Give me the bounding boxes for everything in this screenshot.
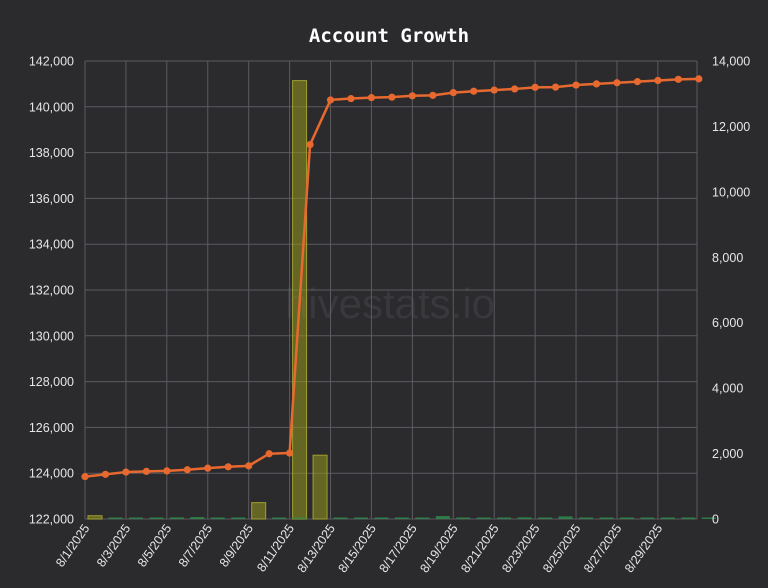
- watermark: hivestats.io: [285, 280, 495, 327]
- data-point: [674, 75, 682, 83]
- bar: [660, 517, 675, 519]
- bar: [374, 517, 389, 519]
- data-point: [81, 473, 89, 481]
- bar: [353, 517, 368, 519]
- bar: [333, 517, 348, 519]
- bar: [312, 454, 328, 520]
- data-point: [613, 79, 621, 87]
- data-point: [204, 464, 212, 472]
- y-left-tick-label: 142,000: [29, 55, 74, 69]
- y-left-tick-label: 134,000: [29, 238, 74, 252]
- bar: [394, 517, 409, 519]
- bar: [190, 517, 205, 519]
- data-point: [142, 467, 150, 475]
- data-point: [551, 83, 560, 91]
- bar: [231, 517, 246, 519]
- line-series: [81, 75, 703, 481]
- bar: [128, 517, 143, 519]
- y-left-tick-label: 138,000: [29, 146, 74, 160]
- bar: [87, 515, 103, 520]
- data-point: [592, 80, 601, 88]
- data-point: [265, 450, 273, 458]
- data-point: [490, 86, 498, 94]
- y-left-tick-label: 128,000: [29, 375, 74, 389]
- data-point: [511, 85, 519, 93]
- data-point: [347, 94, 355, 103]
- data-point: [163, 467, 171, 475]
- data-point: [429, 91, 437, 99]
- bar: [292, 517, 307, 519]
- bar: [476, 517, 491, 519]
- bar: [579, 517, 594, 519]
- data-point: [388, 93, 396, 101]
- data-point: [633, 78, 642, 86]
- bar: [169, 517, 184, 519]
- data-point: [101, 470, 110, 478]
- y-left-tick-label: 124,000: [29, 467, 74, 481]
- y-right-tick-label: 12,000: [712, 120, 750, 134]
- data-point: [470, 87, 478, 95]
- y-right-tick-label: 14,000: [712, 55, 750, 69]
- data-point: [531, 83, 539, 91]
- y-right-tick-label: 2,000: [712, 447, 743, 461]
- y-right-tick-label: 0: [712, 513, 719, 527]
- y-left-tick-label: 122,000: [29, 513, 74, 527]
- data-point: [224, 463, 232, 471]
- bar: [619, 517, 634, 519]
- chart-title: Account Growth: [309, 25, 469, 47]
- data-point: [122, 468, 130, 476]
- y-left-tick-label: 136,000: [29, 192, 74, 206]
- bar: [108, 517, 123, 519]
- y-right-tick-label: 6,000: [712, 316, 743, 330]
- bar: [456, 517, 471, 519]
- grid: [84, 60, 698, 520]
- data-point: [326, 96, 335, 104]
- bar: [251, 502, 267, 520]
- bar: [640, 517, 655, 519]
- y-right-tick-label: 10,000: [712, 185, 750, 199]
- bar: [210, 517, 225, 519]
- bar: [517, 517, 532, 519]
- data-point: [572, 81, 580, 89]
- y-left-tick-label: 126,000: [29, 421, 74, 435]
- bar: [149, 517, 164, 519]
- bar: [599, 517, 614, 519]
- bar: [272, 517, 287, 519]
- data-point: [367, 94, 376, 102]
- data-point: [306, 140, 314, 149]
- data-point: [408, 92, 416, 100]
- y-right-tick-label: 8,000: [712, 251, 743, 265]
- y-left-tick-label: 140,000: [29, 100, 74, 114]
- data-point: [449, 89, 457, 97]
- bar: [538, 517, 553, 519]
- bar: [497, 517, 512, 519]
- data-point: [695, 75, 703, 83]
- data-point: [654, 76, 662, 85]
- bar: [701, 517, 716, 519]
- bar: [415, 517, 430, 519]
- data-point: [286, 449, 294, 457]
- bar: [681, 517, 696, 519]
- y-left-tick-label: 132,000: [29, 284, 74, 298]
- data-point: [245, 462, 253, 470]
- bar: [558, 516, 573, 519]
- y-left-tick-label: 130,000: [29, 329, 74, 343]
- data-point: [183, 466, 191, 474]
- y-right-tick-label: 4,000: [712, 382, 743, 396]
- bar: [435, 516, 450, 519]
